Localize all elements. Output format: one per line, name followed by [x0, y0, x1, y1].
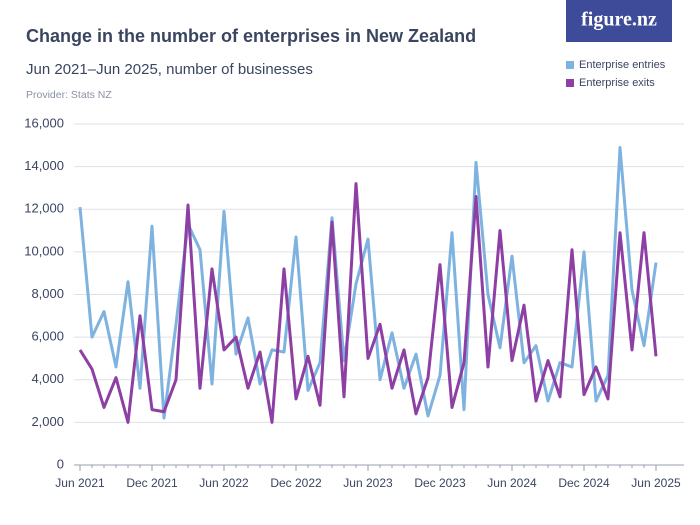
legend-label: Enterprise exits: [579, 77, 655, 89]
x-tick-label: Dec 2022: [270, 476, 322, 490]
x-tick-label: Jun 2023: [343, 476, 393, 490]
chart-title: Change in the number of enterprises in N…: [26, 26, 476, 46]
y-tick-label: 12,000: [24, 201, 64, 216]
series-line: [78, 182, 658, 424]
x-tick-label: Jun 2024: [487, 476, 537, 490]
x-tick-label: Dec 2021: [126, 476, 178, 490]
logo-box: [566, 0, 672, 42]
y-tick-label: 4,000: [31, 371, 64, 386]
chart-subtitle: Jun 2021–Jun 2025, number of businesses: [26, 61, 313, 78]
y-tick-label: 14,000: [24, 158, 64, 173]
y-tick-label: 2,000: [31, 414, 64, 429]
provider: Provider: Stats NZ: [26, 89, 112, 101]
y-tick-label: 0: [57, 456, 64, 471]
y-tick-label: 8,000: [31, 286, 64, 301]
legend-swatch: [566, 61, 574, 69]
y-tick-label: 10,000: [24, 243, 64, 258]
x-tick-label: Jun 2021: [55, 476, 105, 490]
series-line: [78, 145, 658, 420]
x-tick-label: Dec 2024: [558, 476, 610, 490]
x-tick-label: Jun 2022: [199, 476, 249, 490]
legend-label: Enterprise entries: [579, 59, 666, 71]
y-tick-label: 16,000: [24, 115, 64, 130]
logo: figure.nz: [581, 9, 657, 31]
legend-swatch: [566, 79, 574, 87]
y-tick-label: 6,000: [31, 329, 64, 344]
x-tick-label: Jun 2025: [631, 476, 681, 490]
x-tick-label: Dec 2023: [414, 476, 466, 490]
